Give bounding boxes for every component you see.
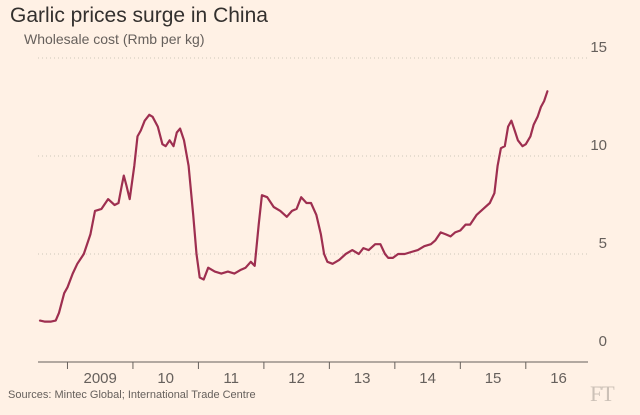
y-tick-label: 0 [599, 333, 607, 350]
y-tick-label: 5 [599, 235, 607, 252]
x-tick-label: 11 [223, 370, 239, 387]
x-tick-label: 12 [288, 370, 305, 387]
ft-logo: FT [590, 381, 615, 406]
x-tick-label: 15 [485, 370, 502, 387]
gridlines [38, 57, 588, 255]
x-tick-label: 2009 [84, 370, 117, 387]
x-tick-label: 13 [354, 370, 371, 387]
source-note: Sources: Mintec Global; International Tr… [8, 389, 256, 401]
series-layer [38, 90, 549, 323]
chart-subtitle: Wholesale cost (Rmb per kg) [24, 31, 205, 47]
y-tick-label: 10 [590, 137, 607, 154]
chart-title: Garlic prices surge in China [10, 4, 268, 27]
y-tick-label: 15 [590, 39, 607, 56]
x-axis: 2009 10 11 12 13 14 15 16 [38, 361, 588, 387]
y-axis-labels: 0 5 10 15 [590, 39, 607, 350]
x-tick-label: 14 [419, 370, 436, 387]
series-line [38, 90, 549, 323]
x-tick-label: 16 [550, 370, 567, 387]
x-tick-label: 10 [157, 370, 174, 387]
